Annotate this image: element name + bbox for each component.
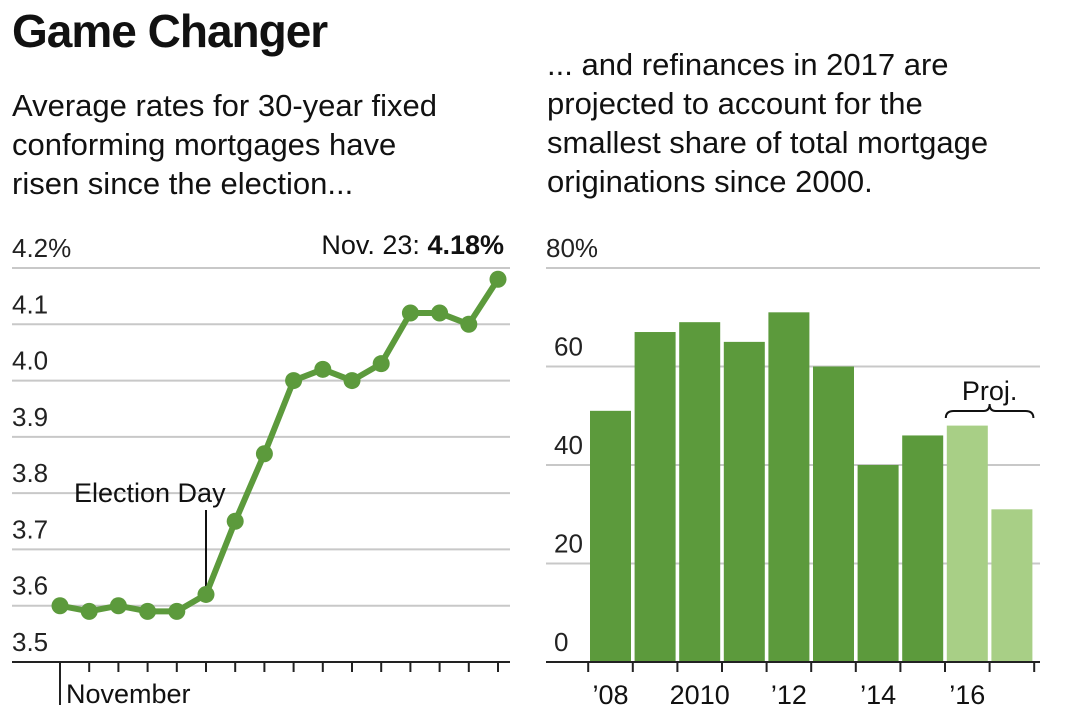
refinance-share-bar — [768, 312, 810, 662]
refinance-share-bar — [723, 341, 765, 662]
bar-chart-x-tick-label: 2010 — [670, 680, 730, 710]
refinance-share-bar — [634, 332, 676, 662]
bar-chart-y-tick-label: 0 — [554, 627, 568, 657]
bar-chart-y-tick-label: 60 — [554, 332, 583, 362]
projected-refinance-share-bar — [946, 425, 988, 662]
line-chart-x-label: November — [66, 679, 191, 709]
refinance-share-bar — [590, 410, 631, 662]
chart-title: Game Changer — [12, 5, 328, 57]
election-day-annotation: Election Day — [74, 478, 226, 508]
mortgage-rate-point — [314, 360, 332, 378]
mortgage-rate-point — [372, 355, 390, 373]
mortgage-rate-point — [343, 372, 361, 390]
line-chart-y-tick-label: 4.1 — [12, 289, 48, 319]
mortgage-rate-point — [255, 445, 273, 463]
mortgage-rate-point — [431, 304, 449, 322]
refinance-share-bar — [857, 465, 899, 662]
projection-label: Proj. — [962, 376, 1018, 406]
line-chart-y-tick-label: 3.7 — [12, 514, 48, 544]
bar-chart-y-tick-label: 40 — [554, 430, 583, 460]
last-value-annotation: Nov. 23: 4.18% — [321, 230, 504, 260]
mortgage-rate-line — [59, 277, 501, 615]
line-chart-y-tick-label: 3.9 — [12, 402, 48, 432]
mortgage-rate-point — [285, 372, 303, 390]
line-chart-y-tick-label: 3.5 — [12, 627, 48, 657]
bar-chart-x-tick-label: ’14 — [860, 680, 896, 710]
mortgage-rate-point — [401, 304, 419, 322]
projected-refinance-share-bar — [991, 509, 1033, 662]
bar-chart-y-tick-label: 80% — [546, 233, 598, 263]
mortgage-rate-point — [80, 602, 98, 620]
mortgage-rate-point — [139, 602, 157, 620]
line-chart-y-tick-label: 4.2% — [12, 233, 71, 263]
mortgage-rate-point — [197, 585, 215, 603]
line-chart-y-tick-label: 3.6 — [12, 571, 48, 601]
mortgage-rate-point — [168, 602, 186, 620]
bar-chart-x-tick-label: ’12 — [771, 680, 807, 710]
mortgage-rate-point — [109, 597, 127, 615]
mortgage-rate-point — [226, 512, 244, 530]
refinance-share-bar — [902, 435, 944, 662]
mortgage-rate-point — [51, 597, 69, 615]
bar-chart-y-tick-label: 20 — [554, 529, 583, 559]
right-chart-subtitle: ... and refinances in 2017 are projected… — [547, 47, 989, 199]
mortgage-rate-point — [460, 315, 478, 333]
projection-bracket — [944, 403, 1035, 419]
bar-chart-x-tick-label: ’08 — [592, 680, 628, 710]
mortgage-rate-point — [489, 270, 507, 288]
line-chart-y-tick-label: 4.0 — [12, 346, 48, 376]
line-chart-y-tick-label: 3.8 — [12, 458, 48, 488]
refinance-share-bar — [679, 322, 721, 662]
refinance-share-bar — [813, 366, 854, 662]
bar-chart-x-tick-label: ’16 — [949, 680, 985, 710]
left-chart-subtitle: Average rates for 30-year fixed conformi… — [12, 88, 438, 201]
